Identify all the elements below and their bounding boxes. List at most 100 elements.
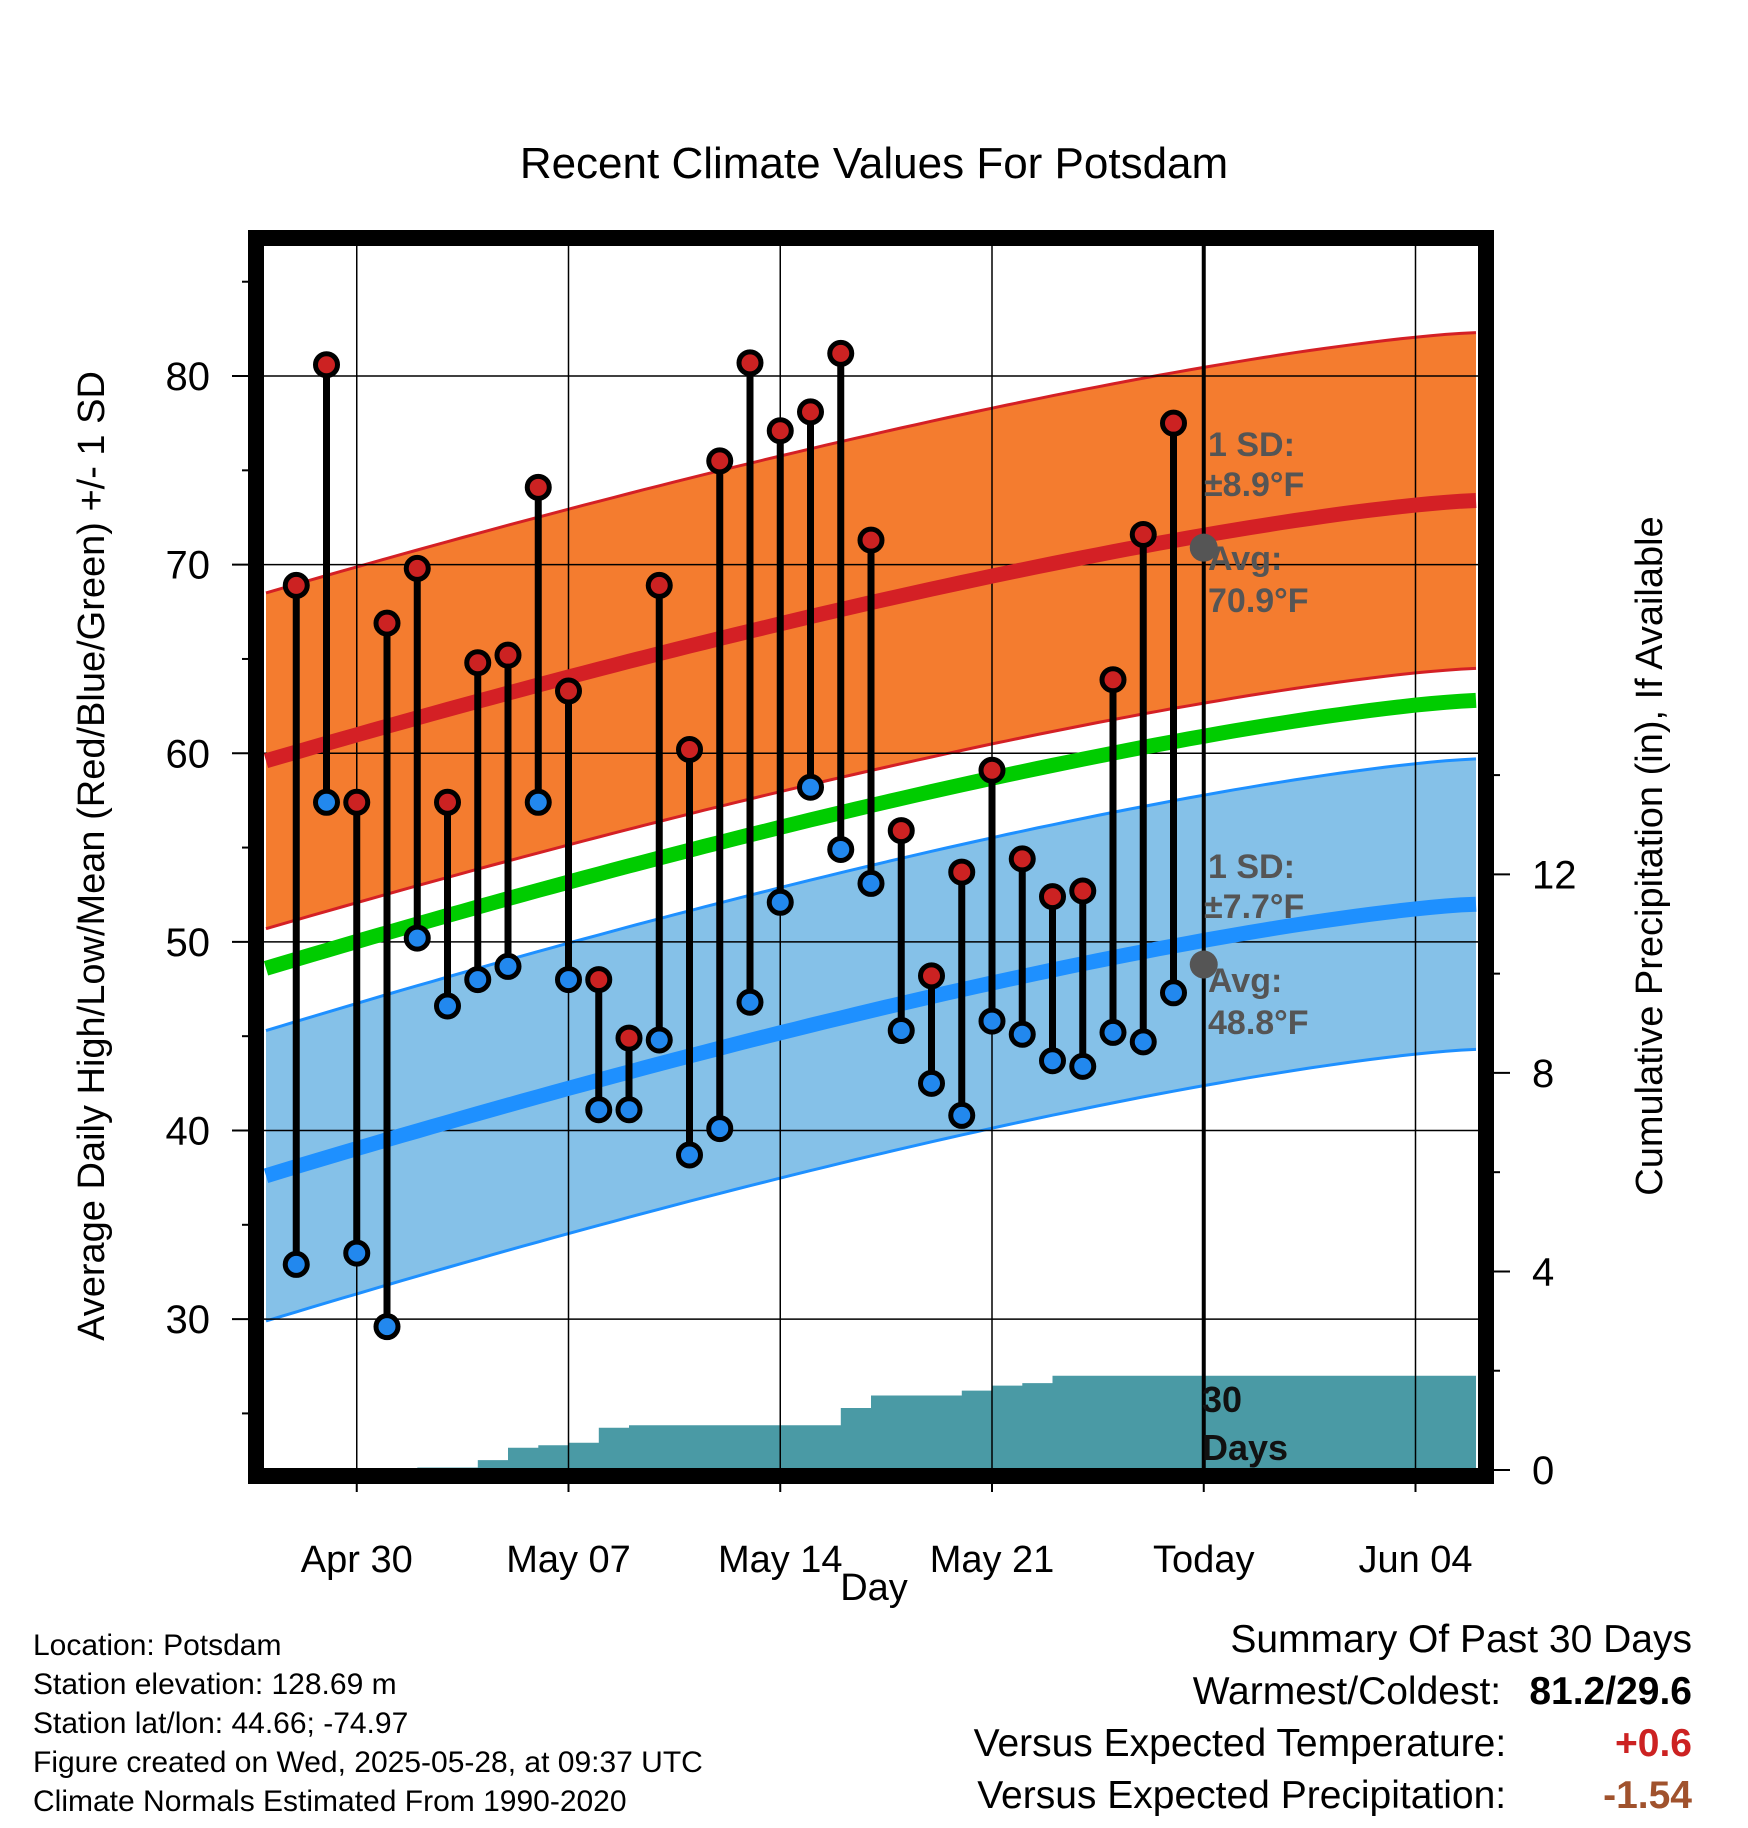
summary-warmest-row: Warmest/Coldest: 81.2/29.6 bbox=[974, 1666, 1692, 1718]
y-left-tick-label-60: 60 bbox=[166, 732, 211, 776]
warmest-label: Warmest/Coldest: bbox=[1192, 1670, 1502, 1713]
x-axis-label: Day bbox=[840, 1567, 908, 1609]
precip-value: -1.54 bbox=[1603, 1774, 1692, 1817]
x-tick-label-3: May 21 bbox=[930, 1539, 1055, 1581]
chart-title: Recent Climate Values For Potsdam bbox=[520, 139, 1228, 188]
low-point-25 bbox=[1039, 1047, 1066, 1075]
high-point-6 bbox=[464, 649, 492, 677]
high-point-7 bbox=[494, 641, 522, 669]
low-point-15 bbox=[736, 988, 764, 1016]
low-point-3 bbox=[373, 1313, 401, 1341]
high-point-16 bbox=[766, 417, 794, 445]
low-sd-value: ±7.7°F bbox=[1204, 888, 1304, 926]
low-point-18 bbox=[827, 835, 855, 863]
high-point-3 bbox=[373, 609, 401, 637]
x-tick-label-1: May 07 bbox=[506, 1539, 631, 1581]
low-point-14 bbox=[706, 1115, 734, 1143]
precip-label: Versus Expected Precipitation: bbox=[977, 1774, 1507, 1817]
high-point-25 bbox=[1039, 883, 1066, 911]
summary-panel: Summary Of Past 30 Days Warmest/Coldest:… bbox=[974, 1614, 1692, 1822]
high-point-18 bbox=[827, 339, 855, 367]
high-point-26 bbox=[1069, 877, 1097, 905]
station-location: Location: Potsdam bbox=[33, 1629, 282, 1662]
y-left-tick-label-50: 50 bbox=[166, 921, 211, 965]
high-avg-value: 70.9°F bbox=[1208, 582, 1309, 620]
days-word: Days bbox=[1202, 1427, 1288, 1468]
high-point-27 bbox=[1099, 666, 1127, 694]
high-point-28 bbox=[1129, 520, 1157, 548]
high-point-0 bbox=[282, 571, 310, 599]
y-left-tick-label-70: 70 bbox=[166, 544, 211, 588]
low-point-6 bbox=[464, 966, 492, 994]
high-sd-upper-line bbox=[265, 331, 1477, 595]
low-point-5 bbox=[434, 992, 461, 1020]
low-point-0 bbox=[282, 1250, 310, 1278]
low-point-23 bbox=[978, 1007, 1006, 1035]
low-point-16 bbox=[766, 888, 794, 916]
high-point-29 bbox=[1160, 409, 1187, 437]
high-point-19 bbox=[857, 526, 885, 554]
temp-label: Versus Expected Temperature: bbox=[973, 1722, 1507, 1765]
low-point-20 bbox=[887, 1017, 915, 1045]
low-avg-value: 48.8°F bbox=[1208, 1004, 1309, 1042]
low-point-13 bbox=[676, 1141, 703, 1169]
high-point-17 bbox=[797, 398, 824, 426]
low-point-28 bbox=[1129, 1028, 1157, 1056]
station-latlon: Station lat/lon: 44.66; -74.97 bbox=[33, 1707, 409, 1740]
precip-area bbox=[266, 1375, 1476, 1470]
warmest-value: 81.2/29.6 bbox=[1529, 1670, 1692, 1713]
high-point-13 bbox=[676, 735, 703, 763]
high-point-12 bbox=[645, 571, 673, 599]
high-point-9 bbox=[555, 677, 582, 705]
y-right-tick-label-0: 0 bbox=[1532, 1449, 1554, 1493]
high-point-15 bbox=[736, 349, 764, 377]
summary-precip-row: Versus Expected Precipitation: -1.54 bbox=[974, 1770, 1692, 1822]
y-right-tick-label-4: 4 bbox=[1532, 1250, 1554, 1294]
high-sd-label: 1 SD: bbox=[1208, 426, 1295, 464]
high-point-8 bbox=[524, 473, 552, 501]
station-info: Location: Potsdam Station elevation: 128… bbox=[33, 1626, 703, 1821]
today-low-normal-marker bbox=[1189, 950, 1218, 979]
high-point-14 bbox=[706, 447, 734, 475]
x-tick-label-2: May 14 bbox=[718, 1539, 843, 1581]
y-left-tick-label-30: 30 bbox=[166, 1298, 211, 1342]
days-count: 30 bbox=[1202, 1379, 1242, 1420]
high-point-1 bbox=[313, 351, 340, 379]
today-high-normal-marker bbox=[1189, 533, 1218, 562]
plot-area: Apr 30 May 07 May 14 May 21 Today Jun 0430405… bbox=[166, 230, 1577, 1581]
low-point-24 bbox=[1008, 1020, 1036, 1048]
y-left-tick-label-40: 40 bbox=[166, 1109, 211, 1153]
plot-clip-group bbox=[262, 244, 1480, 1470]
low-point-7 bbox=[494, 952, 522, 980]
y-right-tick-label-8: 8 bbox=[1532, 1052, 1554, 1096]
low-point-22 bbox=[948, 1101, 976, 1129]
annotation-low: 1 SD: ±7.7°F Avg: 48.8°F bbox=[1204, 848, 1309, 1042]
high-point-4 bbox=[403, 554, 431, 582]
temp-value: +0.6 bbox=[1615, 1722, 1692, 1765]
low-point-21 bbox=[918, 1069, 945, 1097]
plot-frame bbox=[248, 230, 1494, 1484]
low-sd-label: 1 SD: bbox=[1208, 848, 1295, 886]
low-point-19 bbox=[857, 869, 885, 897]
high-point-2 bbox=[343, 788, 371, 816]
high-avg-label: Avg: bbox=[1208, 540, 1282, 578]
y-right-tick-label-12: 12 bbox=[1532, 853, 1577, 897]
station-elevation: Station elevation: 128.69 m bbox=[33, 1668, 397, 1701]
low-point-4 bbox=[403, 924, 431, 952]
high-sd-value: ±8.9°F bbox=[1204, 466, 1304, 504]
summary-title: Summary Of Past 30 Days bbox=[1230, 1618, 1692, 1661]
high-point-23 bbox=[978, 756, 1006, 784]
high-point-21 bbox=[918, 962, 945, 990]
high-point-10 bbox=[585, 966, 613, 994]
high-point-11 bbox=[615, 1024, 643, 1052]
high-point-20 bbox=[887, 817, 915, 845]
x-tick-label-5: Jun 04 bbox=[1358, 1539, 1472, 1581]
low-point-17 bbox=[797, 773, 824, 801]
low-point-26 bbox=[1069, 1052, 1097, 1080]
annotation-high: 1 SD: ±8.9°F Avg: 70.9°F bbox=[1204, 426, 1309, 620]
normal-low-line bbox=[263, 896, 1477, 1183]
low-sd-lower-line bbox=[265, 1047, 1477, 1323]
y-axis-label-right: Cumulative Precipitation (in), If Availa… bbox=[1629, 516, 1671, 1195]
figure-created: Figure created on Wed, 2025-05-28, at 09… bbox=[33, 1746, 703, 1779]
low-point-8 bbox=[524, 788, 552, 816]
